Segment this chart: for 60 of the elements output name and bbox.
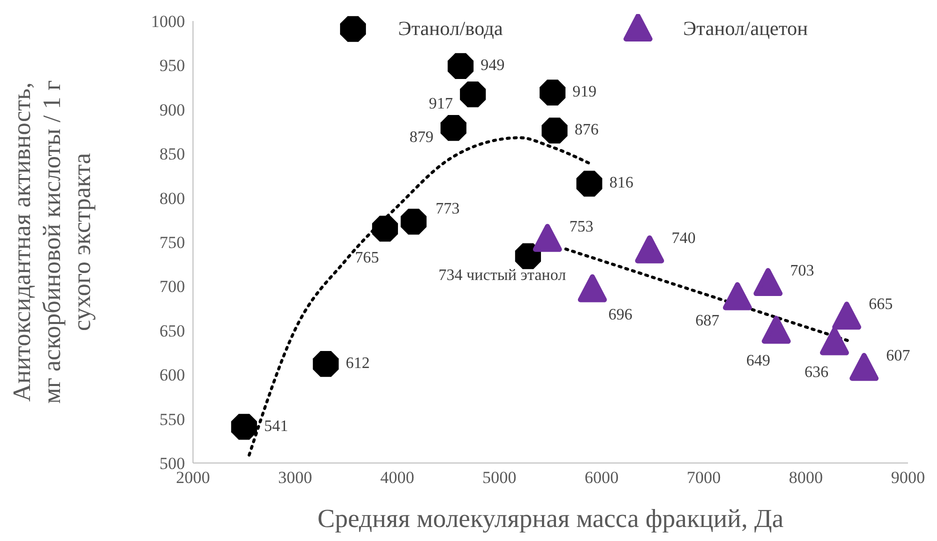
x-tick-label: 9000	[891, 468, 925, 488]
data-label: 876	[574, 122, 599, 139]
point	[440, 115, 466, 141]
data-label: 816	[609, 174, 634, 192]
data-label: 765	[355, 250, 380, 267]
point	[754, 268, 783, 296]
point	[578, 274, 607, 302]
point	[850, 352, 879, 381]
x-tick-label: 3000	[278, 468, 312, 488]
x-tick-label: 2000	[176, 468, 210, 488]
point	[448, 53, 474, 80]
x-tick-label: 7000	[686, 468, 721, 488]
y-tick-label: 550	[160, 410, 185, 429]
data-label: 753	[569, 218, 594, 236]
data-label: 949	[480, 57, 505, 74]
data-label: 687	[695, 312, 720, 330]
y-tick-label: 850	[160, 144, 185, 164]
point	[762, 316, 791, 344]
data-label: 607	[886, 347, 910, 364]
point	[400, 208, 427, 235]
point	[722, 282, 752, 310]
data-label: 703	[790, 262, 814, 280]
x-tick-label: 8000	[788, 468, 823, 488]
point	[635, 235, 664, 264]
y-tick-label: 600	[160, 366, 185, 385]
point	[372, 216, 398, 242]
point	[515, 243, 541, 270]
y-tick-label: 700	[160, 277, 185, 296]
point	[542, 118, 568, 144]
y-tick-label: 650	[160, 321, 185, 340]
point	[820, 327, 849, 356]
point	[540, 80, 566, 106]
point	[532, 224, 562, 252]
data-label: 919	[572, 84, 597, 101]
data-label: 665	[868, 296, 893, 314]
data-label: 541	[264, 418, 288, 435]
y-axis-title: Анитоксидантная активность, мг аскорбиновой кислоты / 1 г сухого экстракта	[9, 80, 96, 404]
x-tick-label: 5000	[482, 468, 516, 488]
data-label: 773	[436, 200, 460, 218]
data-label: 612	[346, 354, 370, 372]
y-tick-label: 950	[160, 56, 185, 76]
data-label: 649	[746, 352, 770, 370]
data-label: 734 чистый этанол	[438, 267, 566, 284]
data-label: 879	[409, 128, 434, 146]
data-label: 740	[672, 230, 696, 247]
legend-label: Этанол/вода	[398, 18, 503, 40]
point	[832, 302, 862, 330]
legend-label: Этанол/ацетон	[683, 18, 808, 40]
x-tick-label: 6000	[584, 468, 619, 488]
point	[576, 170, 602, 197]
y-tick-label: 750	[160, 233, 185, 252]
y-tick-label: 800	[160, 188, 185, 208]
data-label: 636	[804, 364, 828, 381]
x-tick-label: 4000	[380, 468, 414, 488]
point	[460, 81, 486, 108]
data-label: 917	[428, 95, 453, 112]
y-tick-label: 1000	[151, 12, 185, 32]
y-tick-label: 900	[160, 100, 185, 120]
x-axis-title: Средняя молекулярная масса фракций, Да	[318, 504, 784, 533]
data-label: 696	[608, 306, 632, 324]
